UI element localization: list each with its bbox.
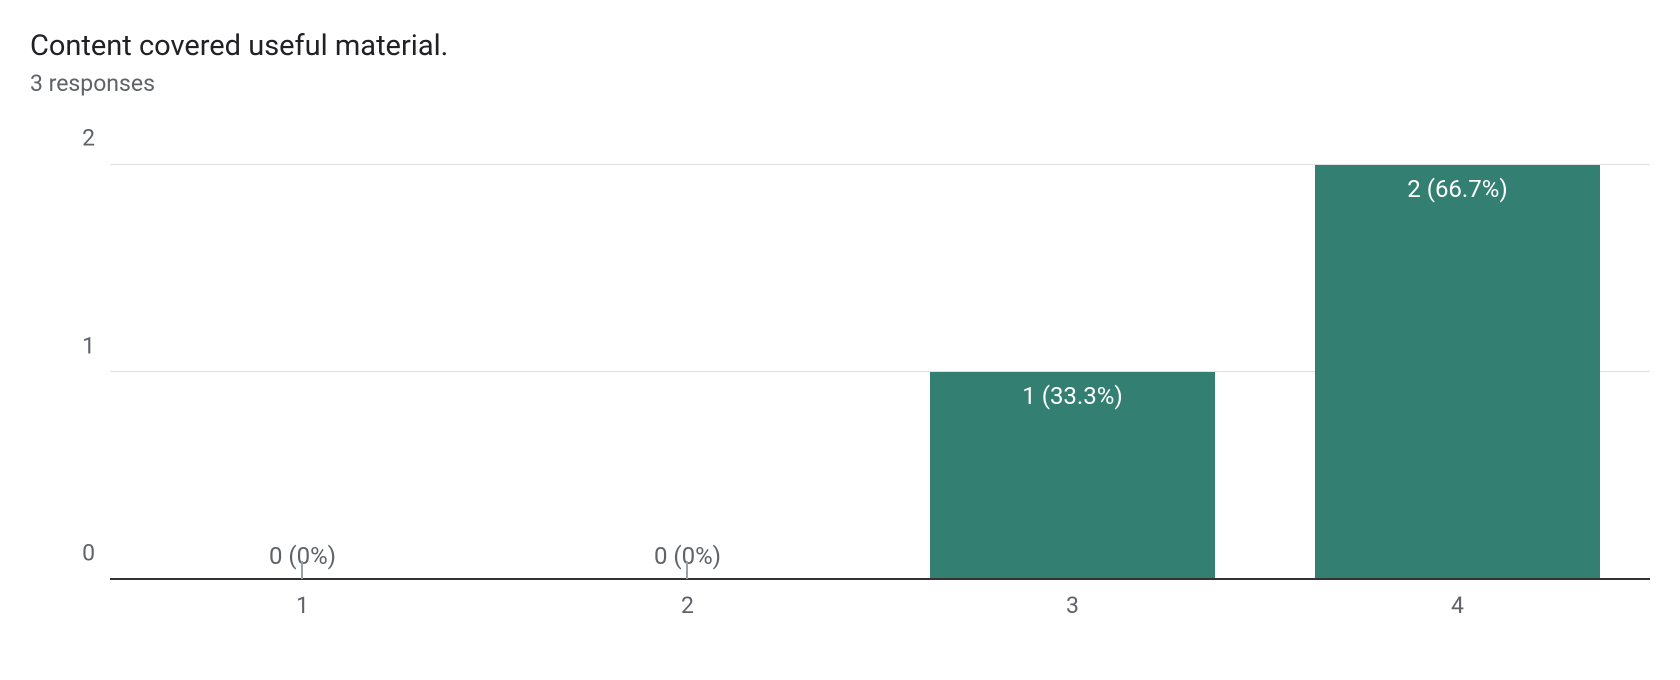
bar-slot: 2 (66.7%) [1265,165,1650,578]
y-tick-label: 1 [55,332,95,359]
bar: 2 (66.7%) [1315,165,1600,578]
y-tick-label: 0 [55,540,95,567]
zero-tick [301,561,303,579]
bar-slot: 0 (0%) [495,165,880,578]
plot-area: 0 (0%)0 (0%) 1 (33.3%) 2 (66.7%) [110,165,1650,580]
x-axis: 1234 [110,580,1650,630]
chart-area: 012 0 (0%)0 (0%)1 (33.3%)2 (66.7%) 1234 [55,155,1650,630]
bar-slot: 1 (33.3%) [880,165,1265,578]
bar-value-label: 1 (33.3%) [1022,382,1122,410]
chart-title: Content covered useful material. [30,28,1650,66]
bars-group: 0 (0%)0 (0%) 1 (33.3%) 2 (66.7%) [110,165,1650,578]
bar-value-label: 2 (66.7%) [1407,175,1507,203]
x-tick-label: 3 [880,580,1265,630]
y-tick-label: 2 [55,125,95,152]
x-tick-label: 4 [1265,580,1650,630]
x-tick-label: 2 [495,580,880,630]
bar-slot: 0 (0%) [110,165,495,578]
x-tick-label: 1 [110,580,495,630]
chart-container: Content covered useful material. 3 respo… [0,0,1680,680]
bar: 1 (33.3%) [930,372,1215,579]
zero-tick [686,561,688,579]
chart-subtitle: 3 responses [30,70,1650,97]
